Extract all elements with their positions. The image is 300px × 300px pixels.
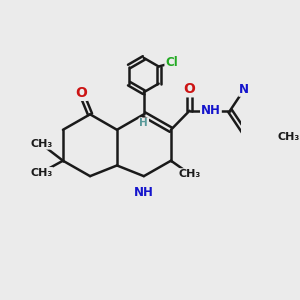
Text: O: O <box>184 82 195 96</box>
Text: CH₃: CH₃ <box>277 132 299 142</box>
Text: CH₃: CH₃ <box>178 169 201 179</box>
Text: CH₃: CH₃ <box>30 168 52 178</box>
Text: NH: NH <box>201 104 221 117</box>
Text: NH: NH <box>134 186 154 199</box>
Text: H: H <box>140 118 148 128</box>
Text: CH₃: CH₃ <box>30 139 52 149</box>
Text: N: N <box>239 83 249 96</box>
Text: Cl: Cl <box>165 56 178 69</box>
Text: O: O <box>75 86 87 100</box>
